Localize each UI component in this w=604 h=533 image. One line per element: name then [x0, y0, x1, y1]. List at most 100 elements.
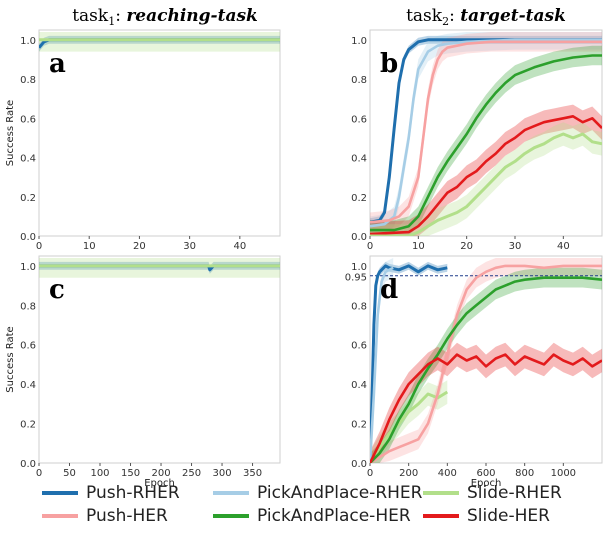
y-tick-label: 0.0: [20, 459, 36, 470]
y-tick-label: 0.8: [351, 75, 367, 86]
series-line-Slide-HER: [370, 353, 602, 463]
x-tick-label: 0: [36, 468, 42, 479]
panel-a: 0 10 20 30 40 0.0 0.2 0.4 0.6 0.8 1.0 Success Rate a: [5, 29, 281, 252]
series-line-Push-HER: [370, 264, 602, 463]
series-line-Slide-HER: [370, 115, 602, 236]
x-tick-label: 200: [399, 468, 418, 479]
x-tick-label: 0: [36, 241, 42, 252]
x-tick-label: 400: [438, 468, 457, 479]
x-axis-label: Epoch: [471, 478, 502, 489]
y-tick-label: 1.0: [351, 262, 367, 273]
x-tick-label: 20: [133, 241, 146, 252]
legend-label: Push-HER: [86, 506, 168, 526]
title-right-sub: 2: [442, 15, 449, 28]
x-tick-label: 30: [509, 241, 522, 252]
panel-letter: d: [380, 275, 398, 305]
band-PickAndPlace-HER: [370, 267, 602, 463]
legend-label: PickAndPlace-RHER: [257, 483, 423, 503]
panel-c: 0 50 100 150 200 250 300 350 0.0 0.2 0.4 0.6 0.8 1.0 E…: [5, 255, 281, 489]
title-left-sub: 1: [108, 15, 115, 28]
x-tick-label: 0: [367, 241, 373, 252]
band-Slide-HER: [370, 104, 602, 236]
legend-label: Slide-RHER: [467, 483, 562, 503]
chart-panels: 0 10 20 30 40 0.0 0.2 0.4 0.6 0.8 1.0 Success Rate a…: [5, 29, 603, 489]
series-line-PickAndPlace-RHER: [370, 266, 394, 463]
panel-d: 0 200 400 600 800 1000 0.0 0.2 0.4 0.6 0.8 0.951.0 E…: [345, 255, 603, 489]
x-tick-label: 1000: [551, 468, 576, 479]
band-Slide-RHER: [370, 380, 448, 463]
y-tick-label: 0.8: [20, 301, 36, 312]
title-left-prefix: task: [72, 6, 109, 26]
x-tick-label: 600: [476, 468, 495, 479]
y-tick-label: 0.2: [20, 193, 36, 204]
x-tick-label: 50: [63, 468, 76, 479]
series-line-Push-RHER: [370, 264, 448, 463]
y-tick-label: 1.0: [351, 36, 367, 47]
y-tick-label: 0.2: [20, 420, 36, 431]
series-line-Slide-RHER: [370, 390, 449, 463]
band-Push-HER: [370, 32, 602, 233]
legend-item-Slide-RHER: Slide-RHER: [423, 483, 562, 503]
x-tick-label: 100: [90, 468, 109, 479]
band-Push-HER: [370, 258, 602, 463]
legend-item-PickAndPlace-HER: PickAndPlace-HER: [213, 506, 411, 526]
title-left-name: reaching-task: [126, 6, 257, 26]
band-PickAndPlace-RHER: [370, 258, 394, 463]
x-tick-label: 800: [515, 468, 534, 479]
panel-letter: a: [49, 49, 66, 79]
series-line-Push-RHER: [370, 38, 602, 224]
x-axis-label: Epoch: [144, 478, 175, 489]
y-tick-label: 0.6: [20, 114, 36, 125]
x-tick-label: 300: [212, 468, 231, 479]
legend-label: Slide-HER: [467, 506, 550, 526]
y-tick-label: 0.4: [351, 154, 367, 165]
x-tick-label: 0: [367, 468, 373, 479]
title-left: task1: reaching-task: [72, 6, 258, 28]
y-tick-label: 0.95: [345, 273, 367, 284]
x-tick-label: 40: [233, 241, 246, 252]
band-Slide-RHER: [39, 32, 280, 52]
y-tick-label: 0.4: [351, 380, 367, 391]
legend-label: Push-RHER: [86, 483, 180, 503]
y-tick-label: 0.0: [351, 459, 367, 470]
y-tick-label: 0.6: [351, 114, 367, 125]
legend-item-PickAndPlace-RHER: PickAndPlace-RHER: [213, 483, 423, 503]
y-tick-label: 0.2: [351, 420, 367, 431]
series-line-PickAndPlace-RHER: [370, 38, 602, 228]
y-tick-label: 0.2: [351, 193, 367, 204]
series-line-PickAndPlace-HER: [370, 54, 602, 232]
x-tick-label: 200: [151, 468, 170, 479]
plot-area: [38, 29, 281, 237]
y-tick-label: 0.0: [20, 232, 36, 243]
y-tick-label: 0.6: [20, 341, 36, 352]
x-tick-label: 20: [460, 241, 473, 252]
series-line-Push-HER: [370, 40, 602, 224]
y-tick-label: 0.8: [20, 75, 36, 86]
band-Slide-RHER: [39, 258, 280, 278]
x-tick-label: 30: [183, 241, 196, 252]
y-tick-label: 0.4: [20, 380, 36, 391]
y-axis-label: Success Rate: [5, 100, 16, 166]
title-left-sep: :: [115, 6, 126, 26]
x-tick-label: 350: [243, 468, 262, 479]
band-Slide-RHER: [370, 122, 602, 236]
panel-letter: c: [49, 275, 65, 305]
y-tick-label: 0.0: [351, 232, 367, 243]
x-tick-label: 250: [182, 468, 201, 479]
title-right-sep: :: [449, 6, 460, 26]
legend-item-Push-HER: Push-HER: [42, 506, 168, 526]
x-tick-label: 10: [412, 241, 425, 252]
panel-b: 0 10 20 30 40 0.0 0.2 0.4 0.6 0.8 1.0 b: [351, 29, 603, 252]
band-PickAndPlace-HER: [370, 45, 602, 236]
y-tick-label: 0.8: [351, 301, 367, 312]
legend-item-Push-RHER: Push-RHER: [42, 483, 180, 503]
legend-label: PickAndPlace-HER: [257, 506, 411, 526]
y-tick-label: 0.6: [351, 341, 367, 352]
x-tick-label: 150: [121, 468, 140, 479]
legend: Push-RHER PickAndPlace-RHER Slide-RHER Push…: [42, 483, 562, 526]
y-tick-label: 1.0: [20, 262, 36, 273]
x-tick-label: 40: [557, 241, 570, 252]
series-line-PickAndPlace-HER: [370, 276, 602, 463]
title-right-name: target-task: [460, 6, 566, 26]
